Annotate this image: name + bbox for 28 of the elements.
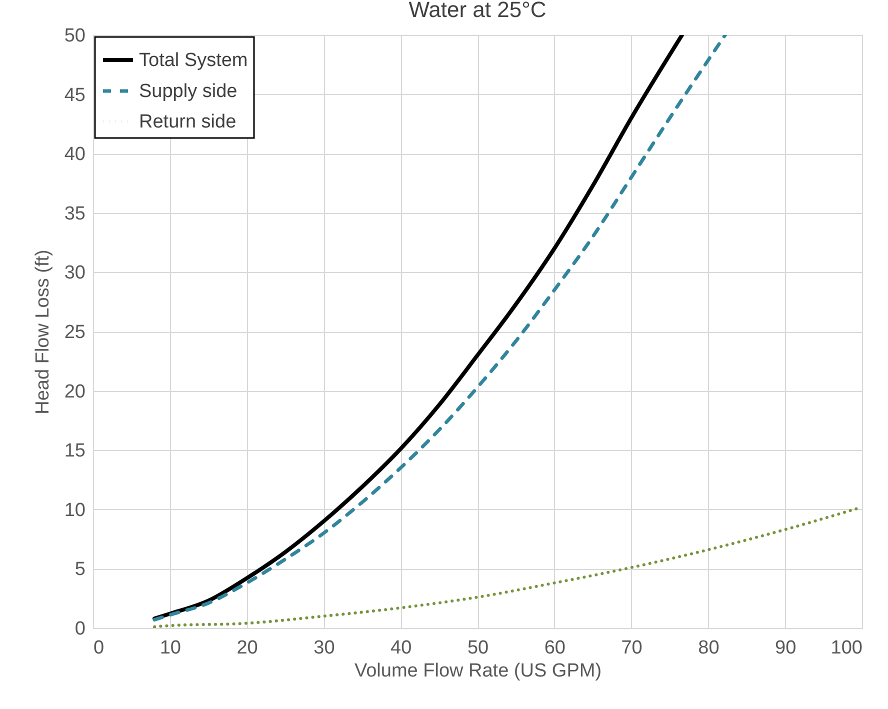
y-tick-label: 10 [64, 500, 86, 521]
y-axis-title: Head Flow Loss (ft) [32, 250, 54, 414]
legend-label: Supply side [139, 81, 238, 102]
legend-label: Return side [139, 112, 236, 132]
x-tick-label: 100 [830, 638, 862, 658]
x-tick-label: 30 [314, 638, 335, 658]
x-axis-title: Volume Flow Rate (US GPM) [354, 660, 602, 682]
y-tick-label: 20 [64, 381, 86, 402]
x-tick-label: 40 [390, 638, 412, 658]
y-tick-label: 40 [64, 144, 86, 166]
y-tick-label: 50 [64, 26, 86, 46]
x-tick-label: 10 [160, 638, 181, 658]
x-tick-label: 90 [775, 638, 796, 658]
chart-title: Water at 25°C [408, 0, 546, 22]
x-tick-label: 50 [467, 638, 489, 658]
legend-label: Total System [139, 50, 248, 71]
y-tick-label: 45 [64, 84, 86, 106]
x-tick-label: 20 [236, 638, 258, 658]
y-tick-label: 0 [74, 618, 86, 640]
x-tick-label: 70 [621, 638, 642, 658]
x-tick-label: 80 [698, 638, 720, 658]
x-tick-label: 60 [544, 638, 566, 658]
y-tick-label: 35 [64, 203, 86, 224]
y-tick-label: 15 [64, 440, 86, 462]
y-tick-label: 30 [64, 262, 86, 284]
x-tick-label: 0 [94, 638, 104, 658]
y-tick-label: 5 [74, 559, 86, 580]
y-tick-label: 25 [64, 322, 86, 343]
